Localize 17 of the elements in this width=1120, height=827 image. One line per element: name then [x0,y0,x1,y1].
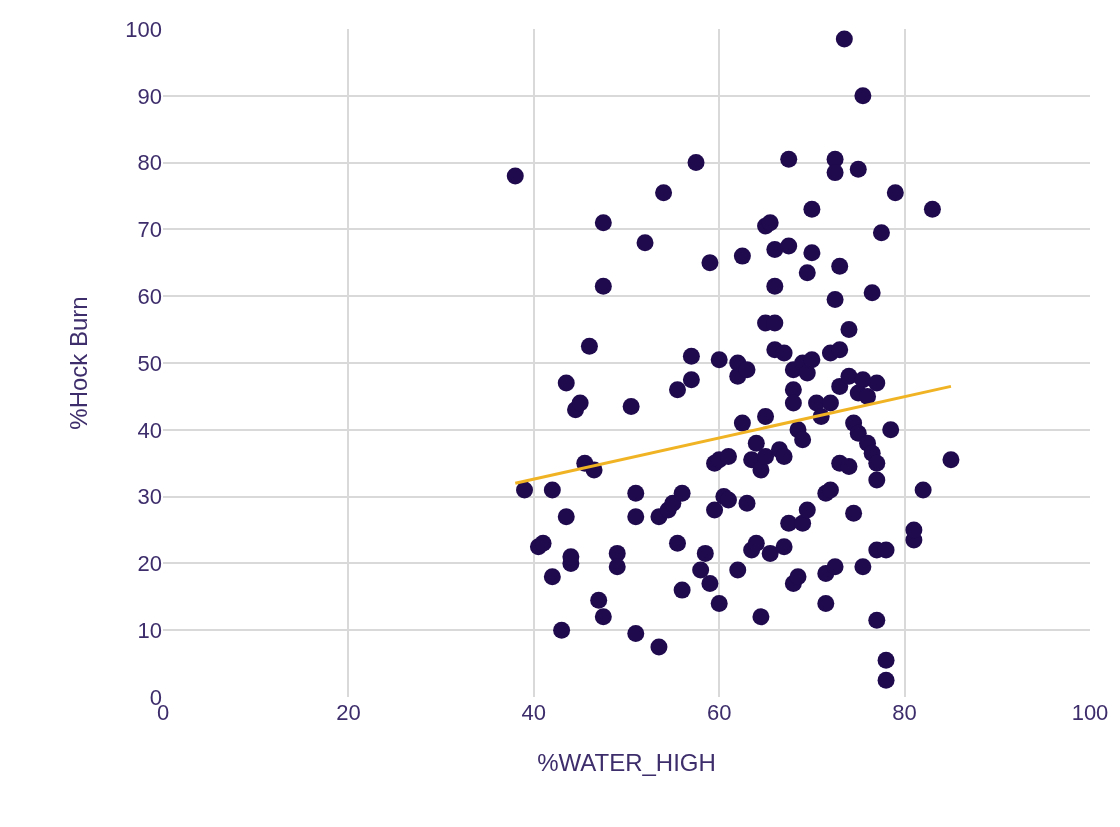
y-tick-label: 40 [137,417,162,443]
x-tick-label: 40 [521,700,547,725]
x-tick-label: 80 [892,700,917,725]
y-tick-label: 60 [137,283,162,309]
y-axis-title: %Hock Burn [65,296,93,430]
x-tick-label: 60 [706,700,732,725]
y-tick-label: 20 [137,551,162,577]
y-tick-label: 80 [137,150,162,176]
x-tick-label: 100 [1071,700,1109,725]
y-tick-label: 10 [137,617,162,643]
x-axis-title: %WATER_HIGH [537,749,716,777]
y-tick-label: 100 [125,16,162,42]
y-tick-label: 50 [137,350,162,376]
x-tick-label: 20 [336,700,361,725]
y-tick-label: 30 [137,484,162,510]
y-tick-label: 90 [137,83,162,109]
y-tick-label: 70 [137,217,162,243]
